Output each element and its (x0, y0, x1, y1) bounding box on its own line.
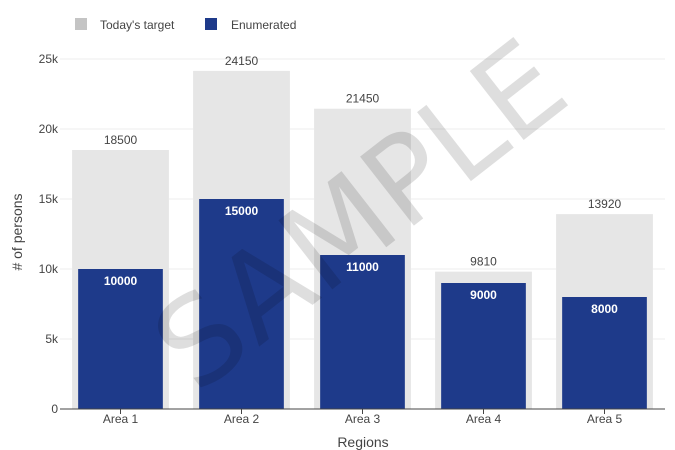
enumerated-bar (78, 269, 163, 409)
x-tick-label: Area 3 (345, 412, 381, 426)
x-tick-label: Area 1 (103, 412, 139, 426)
enumerated-value-label: 8000 (591, 302, 618, 316)
y-tick-label: 20k (39, 122, 59, 136)
enumerated-bar (562, 297, 647, 409)
legend-swatch-target (75, 18, 87, 30)
target-value-label: 24150 (225, 54, 259, 68)
enumerated-value-label: 15000 (225, 204, 259, 218)
y-tick-label: 10k (39, 262, 59, 276)
y-tick-label: 5k (45, 332, 59, 346)
legend-swatch-enumerated (205, 18, 217, 30)
target-value-label: 18500 (104, 133, 138, 147)
target-value-label: 13920 (588, 197, 622, 211)
legend: Today's target Enumerated (75, 18, 296, 32)
legend-label-enumerated: Enumerated (231, 18, 296, 32)
x-tick-label: Area 4 (466, 412, 502, 426)
x-axis: Area 1 Area 2 Area 3 Area 4 Area 5 (60, 408, 665, 426)
x-tick-label: Area 2 (224, 412, 260, 426)
y-tick-label: 0 (51, 402, 58, 416)
target-value-label: 9810 (470, 255, 497, 269)
target-value-label: 21450 (346, 92, 380, 106)
y-tick-label: 25k (39, 52, 59, 66)
enumerated-bar (441, 283, 526, 409)
legend-label-target: Today's target (100, 18, 175, 32)
enumerated-bar (320, 255, 405, 409)
y-tick-label: 15k (39, 192, 59, 206)
bars: 18500 10000 24150 15000 21450 11000 9810 9000 13… (72, 54, 653, 410)
enumerated-value-label: 11000 (346, 260, 379, 274)
enumerated-value-label: 9000 (470, 288, 497, 302)
y-axis: 0 5k 10k 15k 20k 25k (39, 52, 59, 416)
y-axis-title: # of persons (9, 193, 25, 270)
x-axis-title: Regions (337, 434, 388, 450)
enumerated-bar (199, 199, 284, 409)
x-tick-label: Area 5 (587, 412, 623, 426)
enumerated-value-label: 10000 (104, 274, 138, 288)
